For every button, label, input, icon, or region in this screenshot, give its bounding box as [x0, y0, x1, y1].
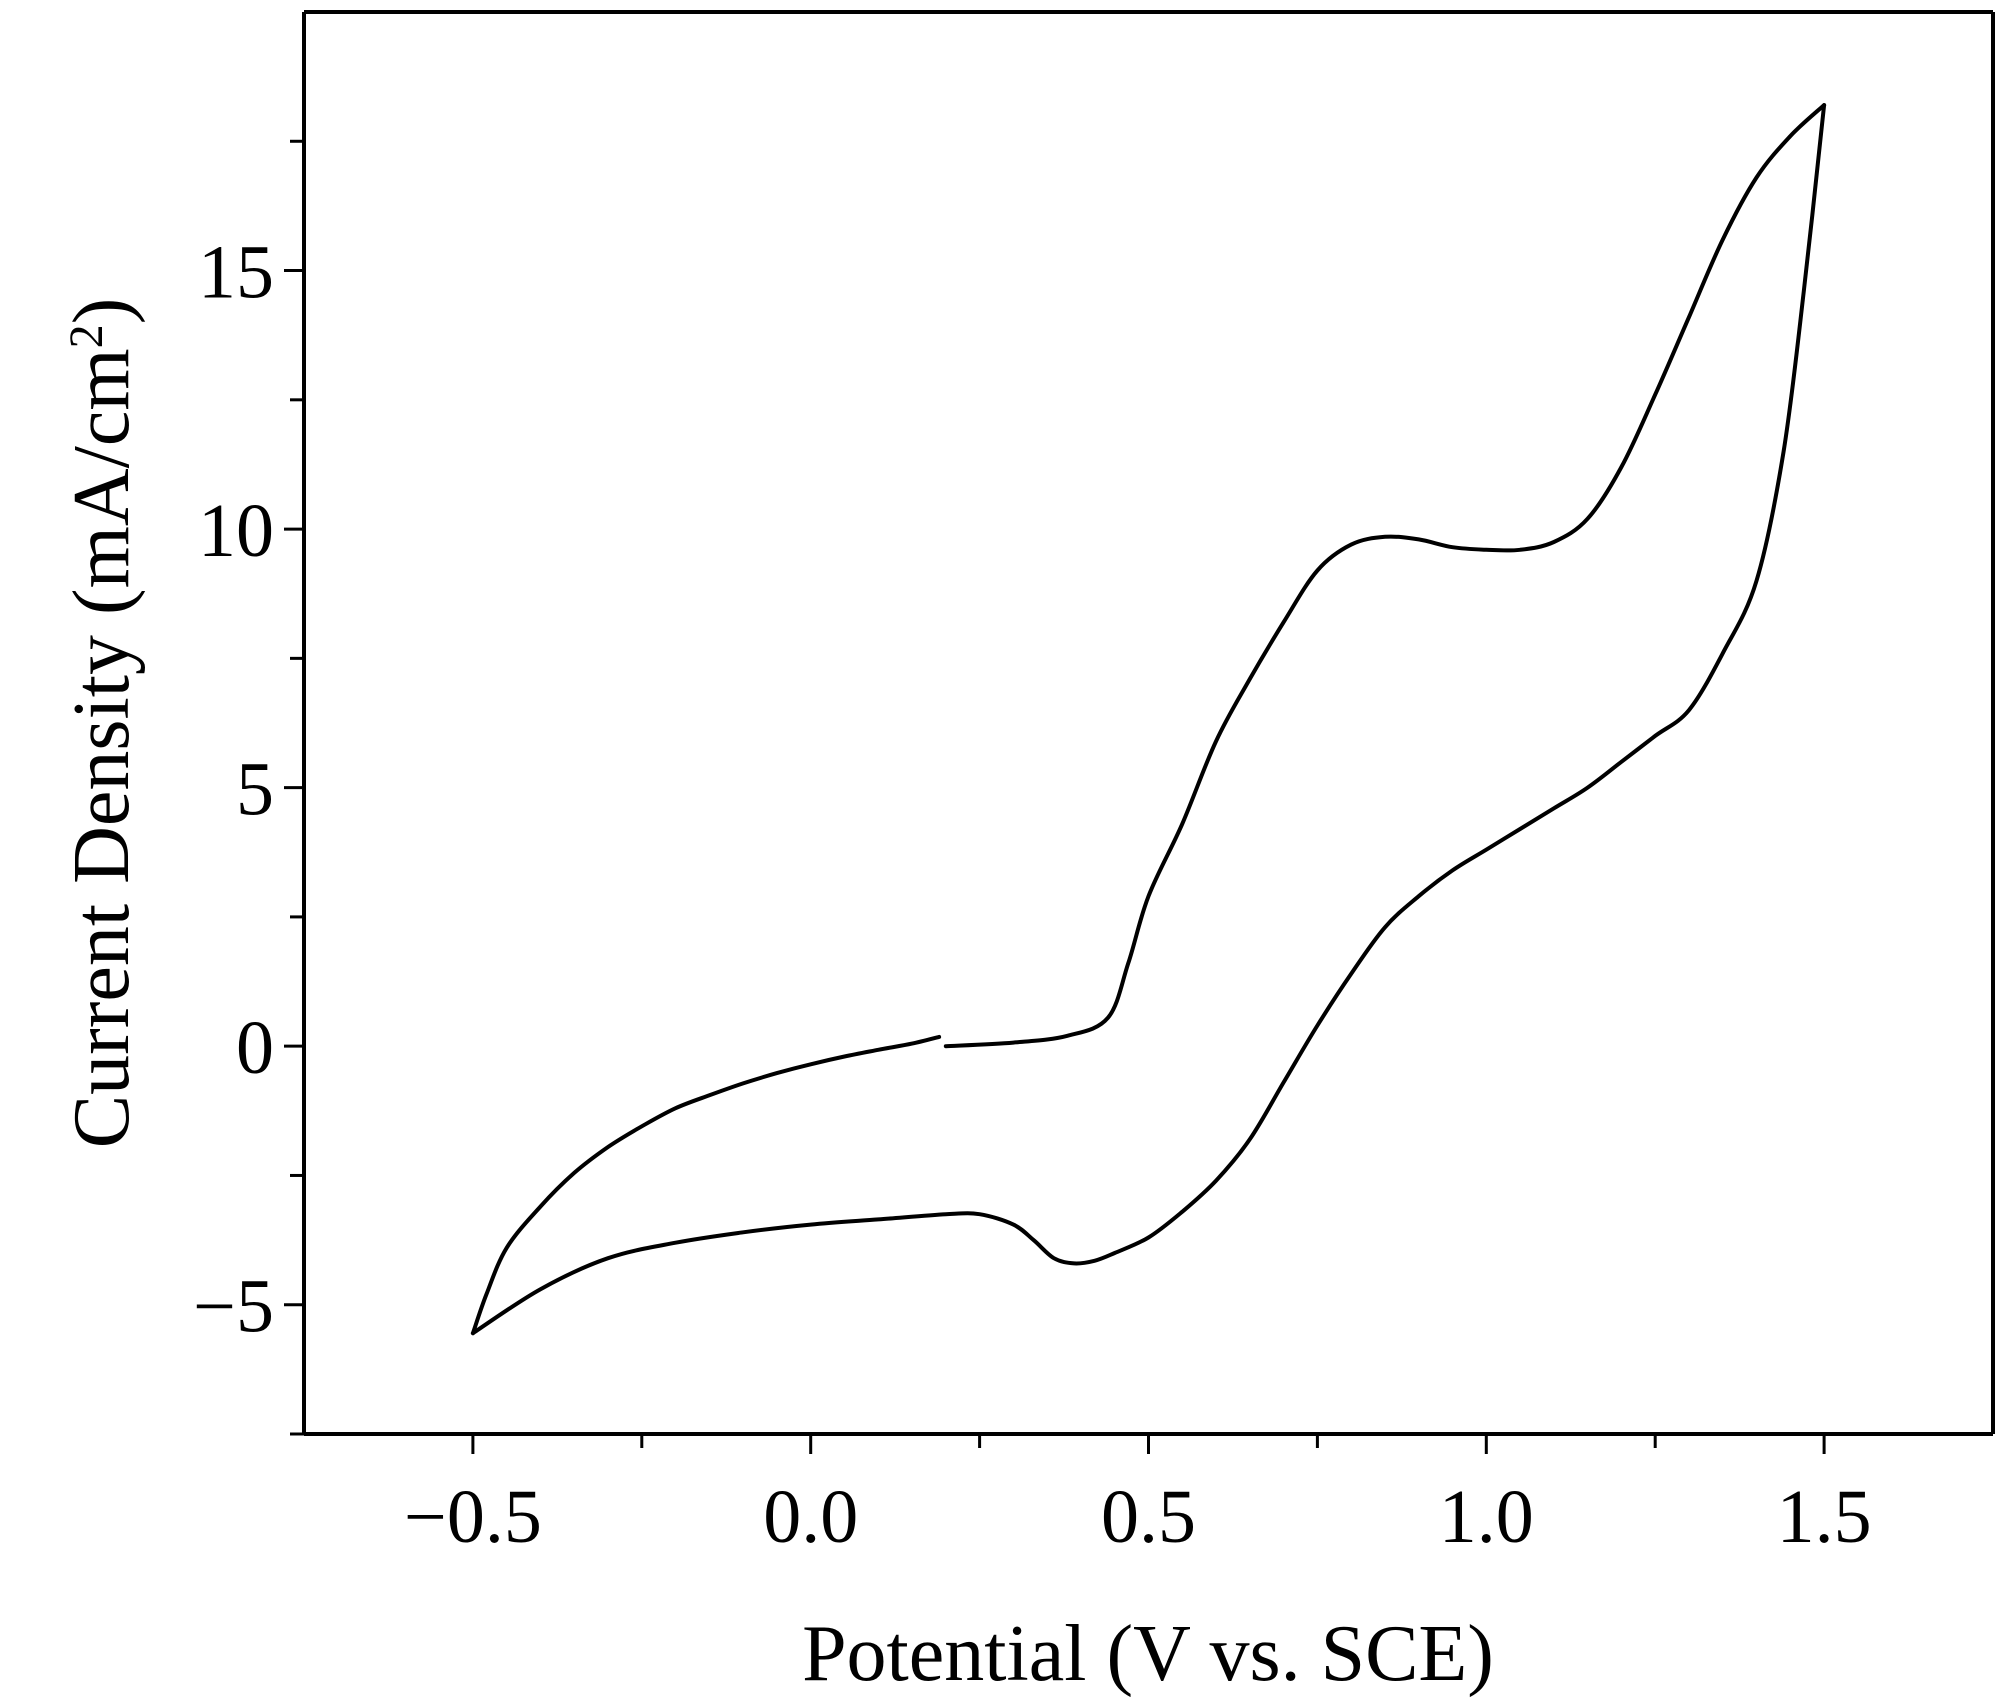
cv-curve-forward-scan [943, 103, 1827, 1049]
x-axis-tick-labels: −0.5 0.0 0.5 1.0 1.5 [404, 1475, 1872, 1559]
plot-frame [302, 10, 1995, 1436]
y-axis-ticks [284, 139, 304, 1436]
y-tick-label-5: 5 [236, 748, 274, 832]
x-tick-label-neg0p5: −0.5 [404, 1475, 542, 1559]
y-axis-title-main: Current Density (mA/cm [58, 348, 146, 1148]
y-tick-label-10: 10 [198, 489, 274, 573]
y-tick-label-neg5: −5 [193, 1265, 274, 1349]
y-tick-label-0: 0 [236, 1006, 274, 1090]
cv-curves [470, 103, 1827, 1336]
y-axis-tick-labels: −5 0 5 10 15 [193, 231, 274, 1349]
x-axis-ticks [471, 1434, 1826, 1454]
x-tick-label-1p5: 1.5 [1777, 1475, 1872, 1559]
x-tick-label-0: 0.0 [763, 1475, 858, 1559]
x-tick-label-0p5: 0.5 [1101, 1475, 1196, 1559]
cv-curve-reverse-scan [470, 103, 1827, 1336]
y-axis-title-close: ) [58, 298, 146, 325]
y-axis-title-superscript: 2 [60, 324, 113, 348]
x-tick-label-1: 1.0 [1439, 1475, 1534, 1559]
cv-curve-return-scan [470, 1034, 942, 1336]
y-tick-label-15: 15 [198, 231, 274, 315]
y-axis-title: Current Density (mA/cm2) [58, 298, 146, 1148]
x-axis-title: Potential (V vs. SCE) [802, 1610, 1494, 1698]
